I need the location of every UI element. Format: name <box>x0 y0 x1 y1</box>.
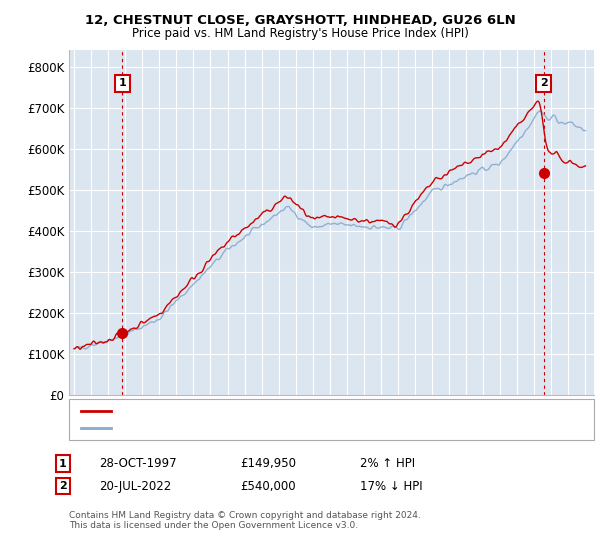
Text: 12, CHESTNUT CLOSE, GRAYSHOTT, HINDHEAD, GU26 6LN: 12, CHESTNUT CLOSE, GRAYSHOTT, HINDHEAD,… <box>85 14 515 27</box>
Text: Price paid vs. HM Land Registry's House Price Index (HPI): Price paid vs. HM Land Registry's House … <box>131 27 469 40</box>
Text: £149,950: £149,950 <box>240 457 296 470</box>
Text: 17% ↓ HPI: 17% ↓ HPI <box>360 479 422 493</box>
Text: 12, CHESTNUT CLOSE, GRAYSHOTT, HINDHEAD, GU26 6LN (detached house): 12, CHESTNUT CLOSE, GRAYSHOTT, HINDHEAD,… <box>117 405 515 416</box>
Text: 1: 1 <box>118 78 126 88</box>
Text: HPI: Average price, detached house, East Hampshire: HPI: Average price, detached house, East… <box>117 423 392 433</box>
Text: 2: 2 <box>539 78 547 88</box>
Text: 2% ↑ HPI: 2% ↑ HPI <box>360 457 415 470</box>
Text: Contains HM Land Registry data © Crown copyright and database right 2024.
This d: Contains HM Land Registry data © Crown c… <box>69 511 421 530</box>
Text: £540,000: £540,000 <box>240 479 296 493</box>
Text: 28-OCT-1997: 28-OCT-1997 <box>99 457 176 470</box>
Text: 2: 2 <box>59 481 67 491</box>
Text: 1: 1 <box>59 459 67 469</box>
Text: 20-JUL-2022: 20-JUL-2022 <box>99 479 171 493</box>
